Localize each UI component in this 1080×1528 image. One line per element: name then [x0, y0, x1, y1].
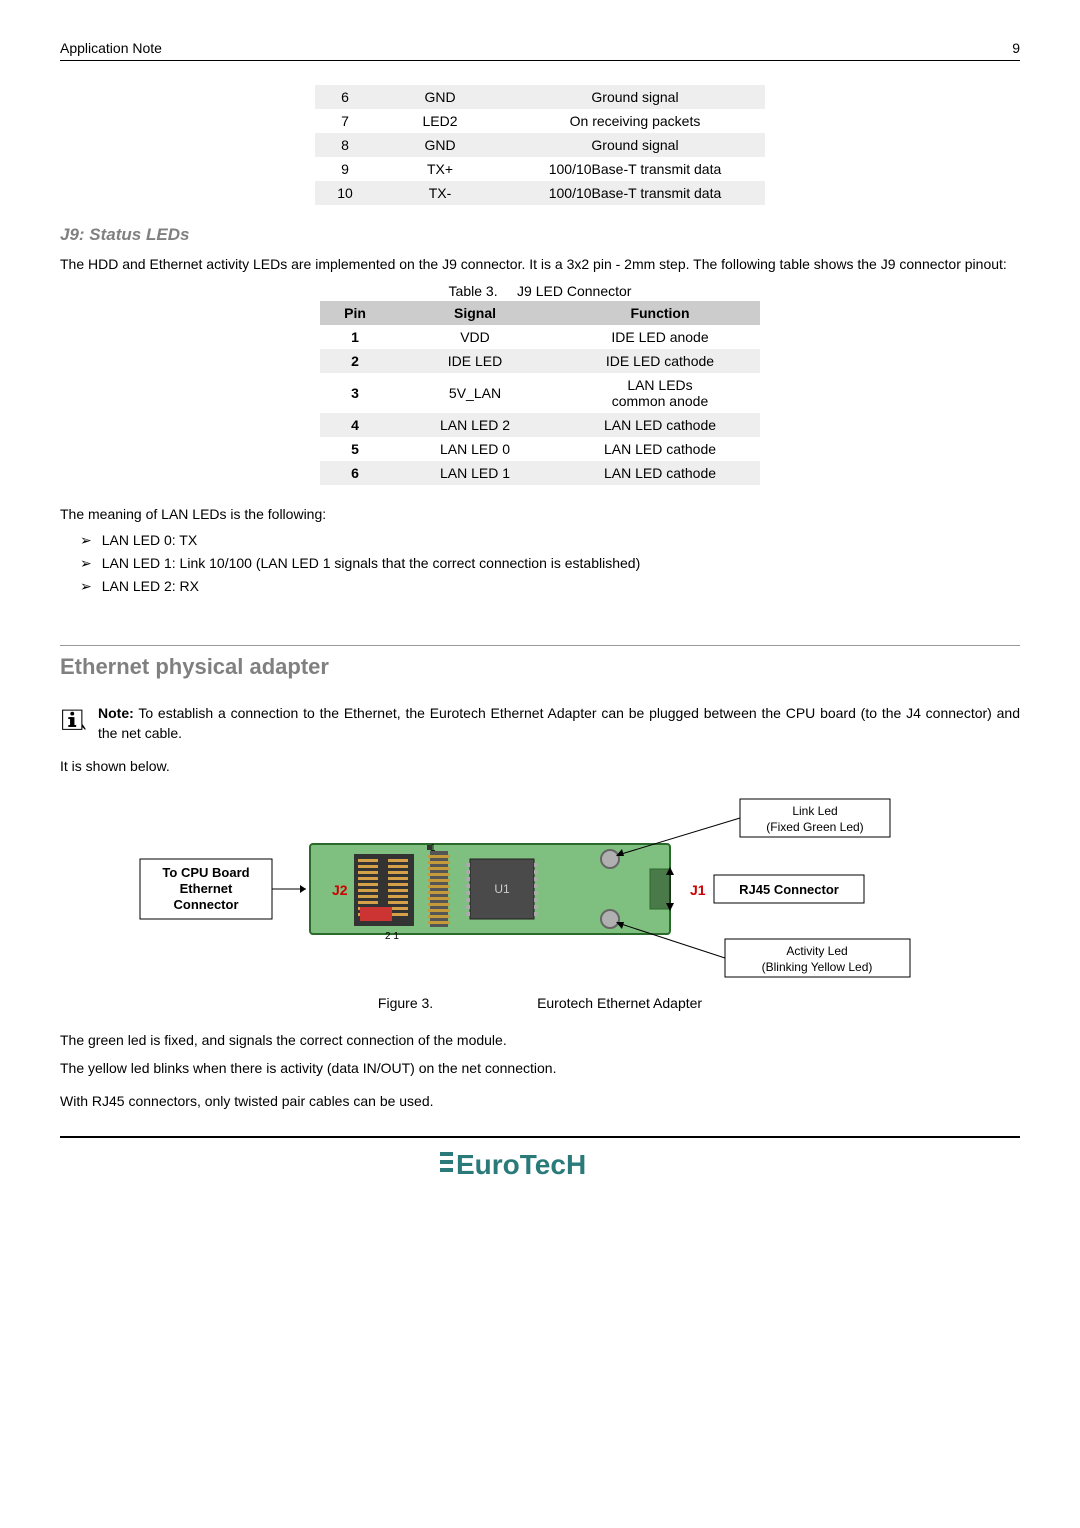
closing-p3: With RJ45 connectors, only twisted pair … [60, 1092, 1020, 1112]
eurotech-logo-icon: EuroTecH [440, 1146, 640, 1182]
note-body: To establish a connection to the Etherne… [98, 705, 1020, 741]
svg-text:2 1: 2 1 [385, 931, 399, 942]
table-row: 10TX-100/10Base-T transmit data [315, 181, 765, 205]
list-item: LAN LED 2: RX [80, 578, 1020, 595]
page-header: Application Note 9 [60, 40, 1020, 61]
svg-text:EuroTecH: EuroTecH [456, 1149, 586, 1180]
fig-label: Figure 3. [378, 995, 433, 1011]
svg-text:Activity Led: Activity Led [786, 944, 847, 958]
meaning-list: LAN LED 0: TX LAN LED 1: Link 10/100 (LAN… [80, 532, 1020, 595]
svg-text:(Blinking Yellow Led): (Blinking Yellow Led) [762, 960, 873, 974]
svg-text:U1: U1 [494, 882, 510, 896]
top-pinout-table: 6GNDGround signal7LED2On receiving packe… [315, 85, 765, 205]
fig-text: Eurotech Ethernet Adapter [537, 995, 702, 1011]
table-row: 8GNDGround signal [315, 133, 765, 157]
svg-text:To CPU Board: To CPU Board [162, 865, 249, 880]
figure-caption: Figure 3. Eurotech Ethernet Adapter [60, 995, 1020, 1011]
j9-intro: The HDD and Ethernet activity LEDs are i… [60, 255, 1020, 275]
table-row: 7LED2On receiving packets [315, 109, 765, 133]
page-number: 9 [1012, 40, 1020, 56]
list-item: LAN LED 0: TX [80, 532, 1020, 549]
svg-text:J1: J1 [690, 882, 706, 898]
table-row: 1VDDIDE LED anode [320, 325, 760, 349]
closing-p2: The yellow led blinks when there is acti… [60, 1059, 1020, 1079]
table-row: 4LAN LED 2LAN LED cathode [320, 413, 760, 437]
j9-heading: J9: Status LEDs [60, 225, 1020, 245]
table-header-row: PinSignalFunction [320, 301, 760, 325]
table-row: 6GNDGround signal [315, 85, 765, 109]
note-label: Note: [98, 705, 134, 721]
table-row: 35V_LANLAN LEDscommon anode [320, 373, 760, 413]
note-text: Note: To establish a connection to the E… [98, 704, 1020, 743]
caption-label: Table 3. [449, 283, 498, 299]
svg-text:Connector: Connector [174, 897, 239, 912]
meaning-intro: The meaning of LAN LEDs is the following… [60, 505, 1020, 525]
svg-text:(Fixed Green Led): (Fixed Green Led) [766, 820, 863, 834]
adapter-heading: Ethernet physical adapter [60, 645, 1020, 680]
j9-pinout-table: PinSignalFunction1VDDIDE LED anode2IDE L… [320, 301, 760, 485]
svg-text:Link Led: Link Led [792, 804, 837, 818]
svg-text:Ethernet: Ethernet [180, 881, 233, 896]
table-row: 2IDE LEDIDE LED cathode [320, 349, 760, 373]
table-row: 9TX+100/10Base-T transmit data [315, 157, 765, 181]
table-row: 6LAN LED 1LAN LED cathode [320, 461, 760, 485]
closing-p1: The green led is fixed, and signals the … [60, 1031, 1020, 1051]
caption-text: J9 LED Connector [517, 283, 631, 299]
shown-below: It is shown below. [60, 757, 1020, 777]
adapter-diagram: To CPU Board Ethernet Connector J2 1 [60, 789, 1020, 989]
list-item: LAN LED 1: Link 10/100 (LAN LED 1 signal… [80, 555, 1020, 572]
table-row: 5LAN LED 0LAN LED cathode [320, 437, 760, 461]
header-left: Application Note [60, 40, 162, 56]
svg-text:RJ45 Connector: RJ45 Connector [739, 882, 839, 897]
note-box: Note: To establish a connection to the E… [60, 704, 1020, 743]
j9-table-caption: Table 3. J9 LED Connector [60, 283, 1020, 299]
svg-text:J2: J2 [332, 882, 348, 898]
footer: EuroTecH [60, 1136, 1020, 1185]
info-icon [60, 704, 88, 732]
